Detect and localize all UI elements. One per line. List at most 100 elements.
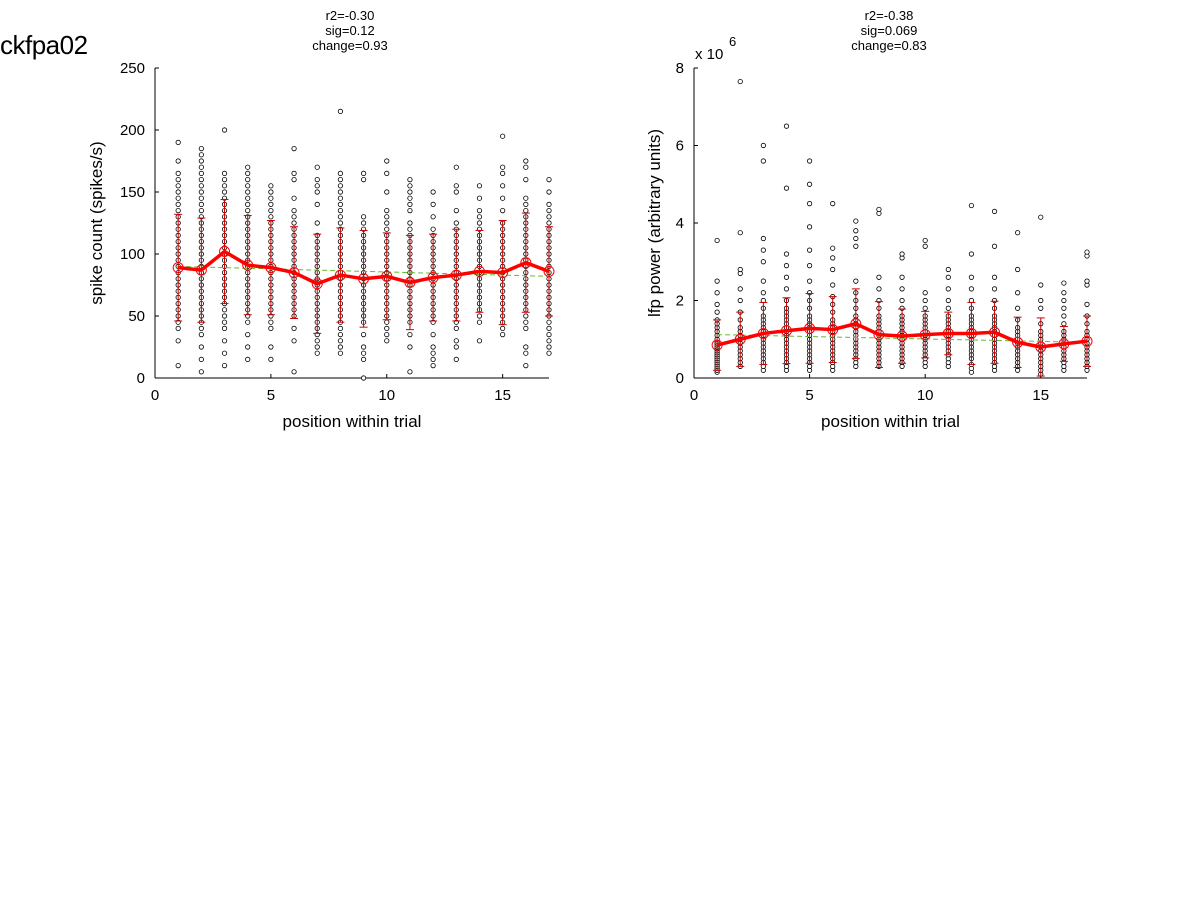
data-point (337, 208, 344, 214)
data-point (268, 195, 274, 201)
data-point (245, 344, 251, 350)
data-point (430, 356, 436, 362)
data-point (245, 331, 251, 338)
data-point (523, 158, 529, 164)
data-point (899, 274, 905, 280)
data-point (430, 331, 436, 338)
data-point (198, 208, 204, 214)
data-point (198, 152, 204, 158)
data-point (314, 189, 320, 195)
data-point (198, 195, 204, 201)
data-point (991, 286, 998, 292)
stat-label: sig=0.12 (325, 23, 375, 38)
data-point (384, 158, 390, 164)
data-point (175, 325, 181, 331)
data-point (221, 307, 228, 313)
data-point (546, 208, 552, 214)
data-point (337, 325, 344, 331)
mean-marker (965, 327, 977, 339)
data-point (1084, 249, 1090, 255)
data-point (245, 177, 251, 183)
data-point (337, 201, 344, 207)
data-point (384, 170, 390, 176)
x-tick-label: 15 (494, 387, 511, 404)
mean-marker (265, 262, 277, 274)
data-point (546, 201, 552, 207)
mean-marker (757, 327, 769, 339)
data-point (1061, 280, 1067, 286)
data-point (245, 189, 251, 195)
mean-line (716, 322, 1088, 349)
x-tick-label: 5 (805, 387, 813, 404)
data-point (714, 309, 720, 315)
data-point (453, 220, 459, 226)
data-point (546, 331, 552, 338)
mean-line (177, 249, 550, 286)
data-point (523, 177, 529, 183)
data-point (991, 243, 998, 249)
data-point (407, 189, 413, 195)
data-point (384, 319, 390, 325)
mean-marker (195, 264, 207, 276)
y-tick-label: 8 (676, 60, 684, 77)
data-point (314, 201, 320, 207)
mean-marker (1035, 341, 1047, 353)
data-point (453, 325, 459, 331)
data-point (360, 331, 367, 338)
fit-line (178, 265, 550, 277)
x-tick-label: 0 (690, 387, 698, 404)
mean-marker (497, 267, 509, 279)
data-point (853, 278, 859, 284)
data-point (198, 369, 204, 375)
data-point (268, 201, 274, 207)
data-point (384, 325, 390, 331)
data-point (760, 142, 766, 149)
data-point (314, 338, 320, 344)
mean-marker (1058, 338, 1070, 350)
data-point (384, 214, 390, 220)
data-point (314, 350, 320, 356)
x-tick-label: 15 (1032, 387, 1049, 404)
y-axis-label: spike count (spikes/s) (87, 141, 106, 304)
axis-exponent-label: x 10 (695, 46, 723, 63)
mean-marker (989, 326, 1001, 338)
data-point (546, 338, 552, 344)
data-point (546, 344, 552, 350)
data-point (268, 214, 274, 220)
data-point (830, 201, 836, 207)
data-point (853, 243, 859, 249)
data-point (476, 195, 483, 201)
data-point (546, 350, 552, 356)
data-point (175, 177, 181, 183)
data-point (221, 189, 228, 195)
data-point (337, 214, 344, 220)
data-point (175, 338, 181, 344)
stat-label: change=0.83 (851, 38, 927, 53)
data-point (221, 319, 228, 325)
data-point (430, 350, 436, 356)
data-point (922, 297, 928, 304)
data-point (453, 338, 459, 344)
mean-marker (942, 327, 954, 339)
mean-marker (711, 339, 723, 351)
data-point (291, 170, 297, 176)
data-point (245, 195, 251, 201)
data-point (1015, 305, 1021, 311)
data-point (407, 195, 413, 201)
data-point (221, 170, 228, 176)
data-point (360, 375, 367, 381)
data-point (830, 282, 836, 288)
data-point (523, 164, 529, 170)
data-point (476, 319, 483, 325)
mean-marker (172, 262, 184, 274)
x-axis-label: position within trial (821, 412, 960, 431)
data-point (198, 189, 204, 195)
data-point (430, 201, 436, 207)
data-point (830, 266, 836, 273)
data-point (546, 177, 552, 183)
mean-marker (427, 272, 439, 284)
data-point (337, 350, 344, 356)
data-point (268, 189, 274, 195)
data-point (384, 208, 390, 214)
